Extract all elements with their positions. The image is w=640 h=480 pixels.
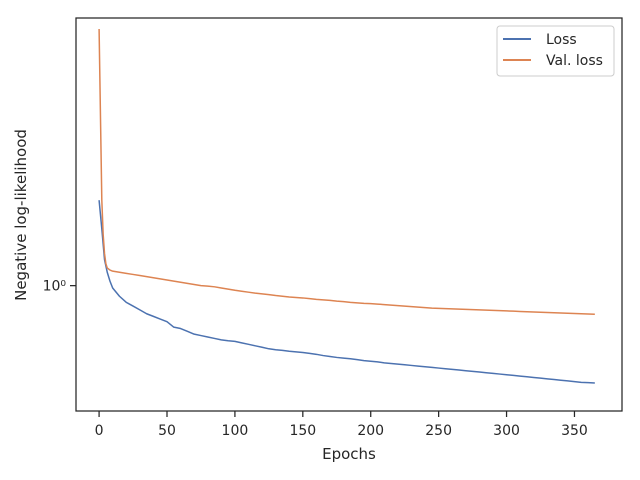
legend-label-loss: Loss bbox=[546, 32, 577, 48]
legend-label-val-loss: Val. loss bbox=[546, 53, 603, 69]
x-tick-label: 200 bbox=[357, 423, 384, 439]
x-axis-ticks: 0 50 100 150 200 250 300 350 bbox=[95, 411, 588, 439]
x-tick-label: 300 bbox=[493, 423, 520, 439]
x-tick-label: 350 bbox=[561, 423, 588, 439]
x-tick-label: 0 bbox=[95, 423, 104, 439]
y-axis-label: Negative log-likelihood bbox=[12, 129, 30, 301]
x-tick-label: 50 bbox=[158, 423, 176, 439]
x-tick-label: 150 bbox=[289, 423, 316, 439]
series-line-loss bbox=[98, 200, 595, 384]
series-layer bbox=[98, 29, 595, 384]
x-axis-label: Epochs bbox=[322, 445, 376, 463]
x-tick-label: 250 bbox=[425, 423, 452, 439]
legend: Loss Val. loss bbox=[496, 25, 615, 77]
plot-frame bbox=[75, 17, 623, 412]
x-tick-label: 100 bbox=[222, 423, 249, 439]
y-axis-ticks: 10⁰ bbox=[43, 279, 76, 295]
y-tick-label: 10⁰ bbox=[43, 279, 67, 295]
series-line-val-loss bbox=[98, 29, 595, 316]
